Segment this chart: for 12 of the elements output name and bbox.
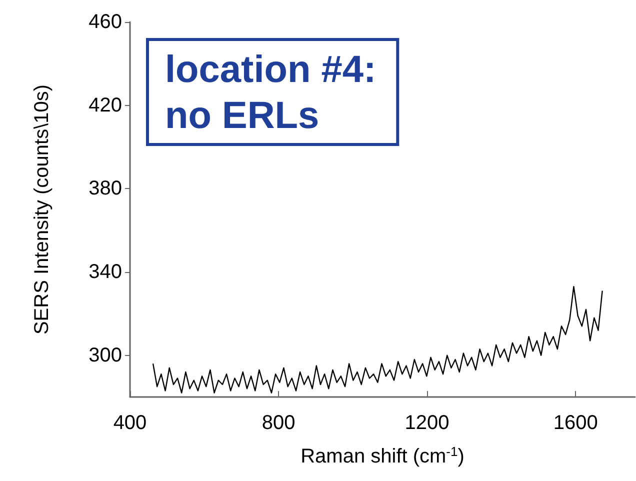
y-tick-label: 340: [88, 261, 122, 283]
y-tick-label: 380: [88, 178, 122, 200]
annotation: location #4: no ERLs: [165, 49, 376, 137]
y-tick-label: 460: [88, 11, 122, 33]
y-tick-label: 300: [88, 344, 122, 366]
y-tick-label: 420: [88, 94, 122, 116]
x-tick-label: 800: [262, 412, 296, 434]
x-tick-label: 1600: [553, 412, 598, 434]
line-series: [152, 286, 603, 394]
x-tick-label: 1200: [404, 412, 450, 434]
x-tick-label: 400: [113, 412, 147, 434]
y-axis-title: SERS Intensity (counts\10s): [31, 84, 53, 335]
